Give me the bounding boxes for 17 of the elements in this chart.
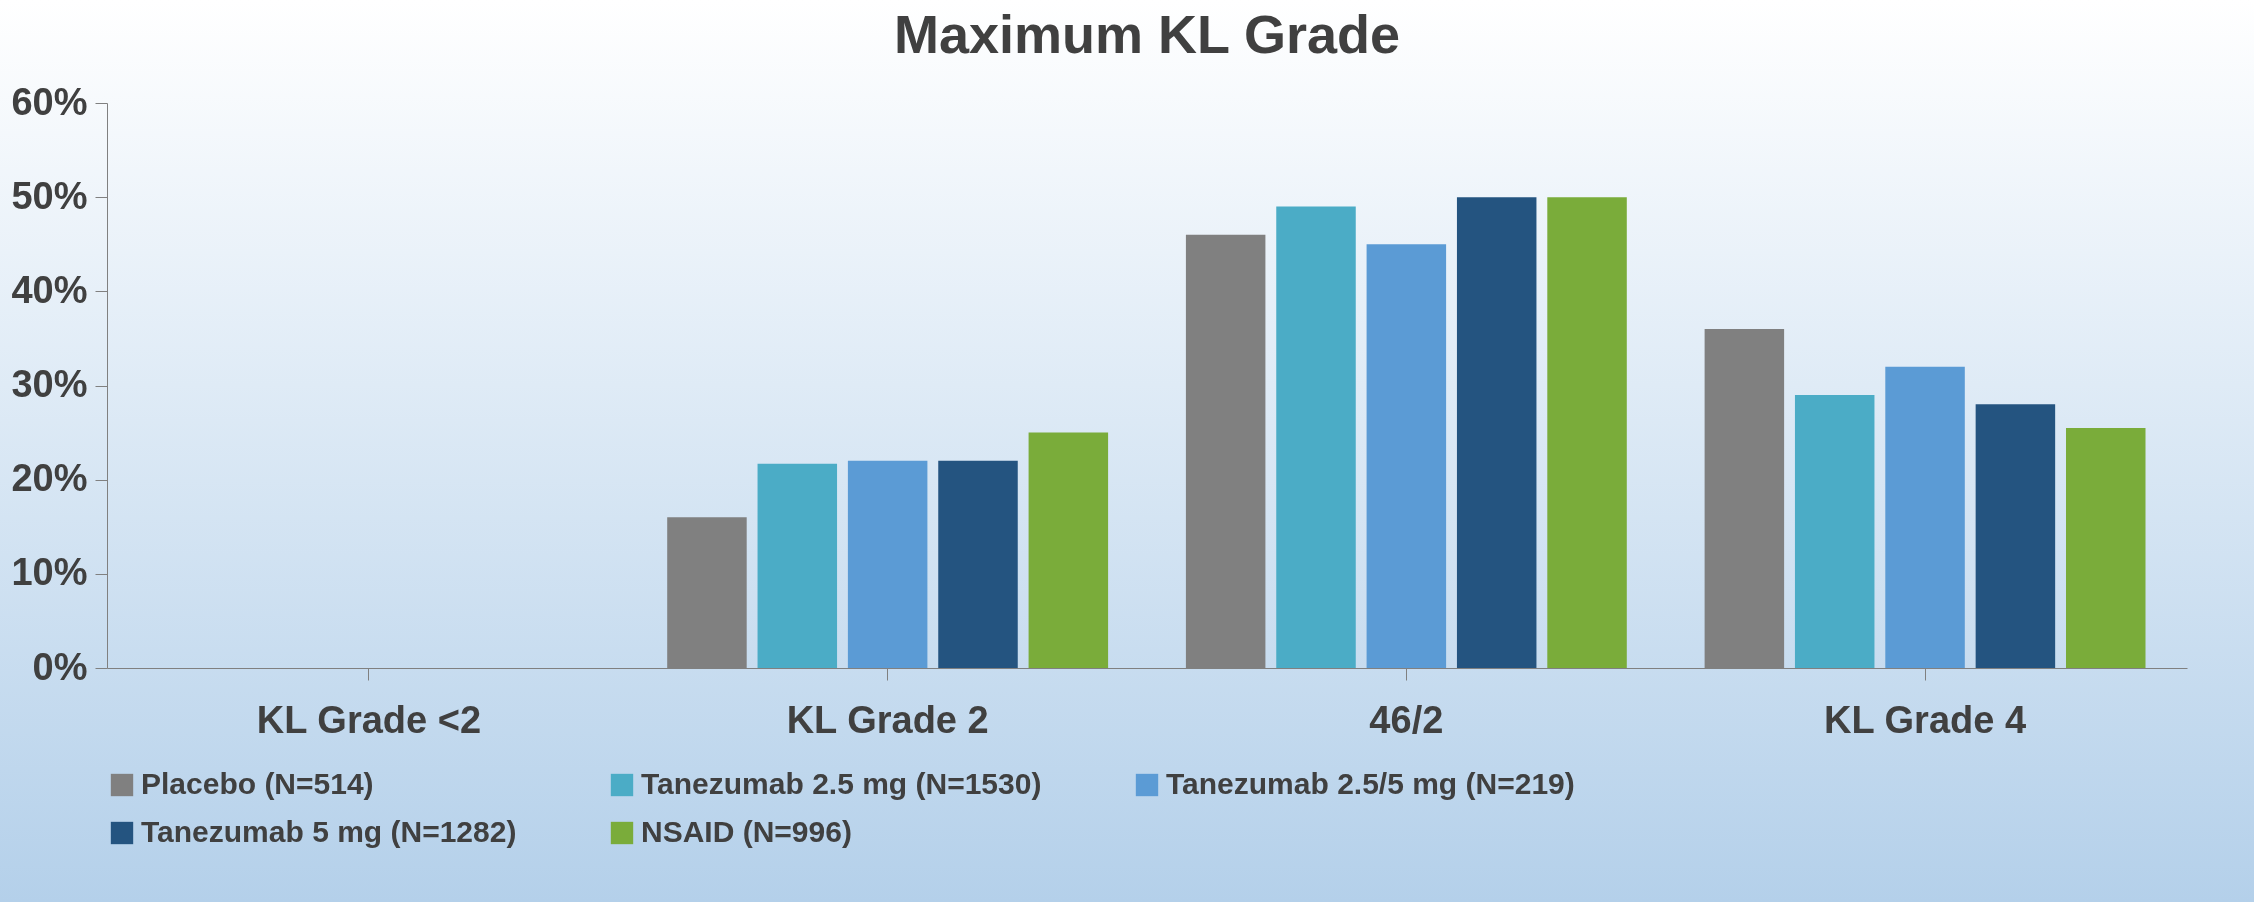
y-tick-label: 50% xyxy=(11,174,88,217)
x-tick-label: KL Grade <2 xyxy=(256,698,482,741)
legend-label: NSAID (N=996) xyxy=(641,815,852,848)
x-tick-label: 46/2 xyxy=(1369,698,1444,741)
x-tick-label: KL Grade 2 xyxy=(786,698,989,741)
x-tick-label: KL Grade 4 xyxy=(1824,698,2027,741)
legend-label: Placebo (N=514) xyxy=(141,767,374,800)
y-tick-label: 30% xyxy=(11,363,88,405)
legend-label: Tanezumab 2.5 mg (N=1530) xyxy=(641,767,1042,800)
y-tick-label: 20% xyxy=(11,457,88,500)
y-tick-label: 60% xyxy=(11,80,88,123)
y-tick-label: 0% xyxy=(32,645,88,688)
y-tick-label: 10% xyxy=(11,551,88,594)
chart-title: Maximum KL Grade xyxy=(893,4,1401,64)
legend-label: Tanezumab 5 mg (N=1282) xyxy=(141,815,517,848)
legend-label: Tanezumab 2.5/5 mg (N=219) xyxy=(1166,767,1575,800)
y-tick-label: 40% xyxy=(11,268,88,311)
